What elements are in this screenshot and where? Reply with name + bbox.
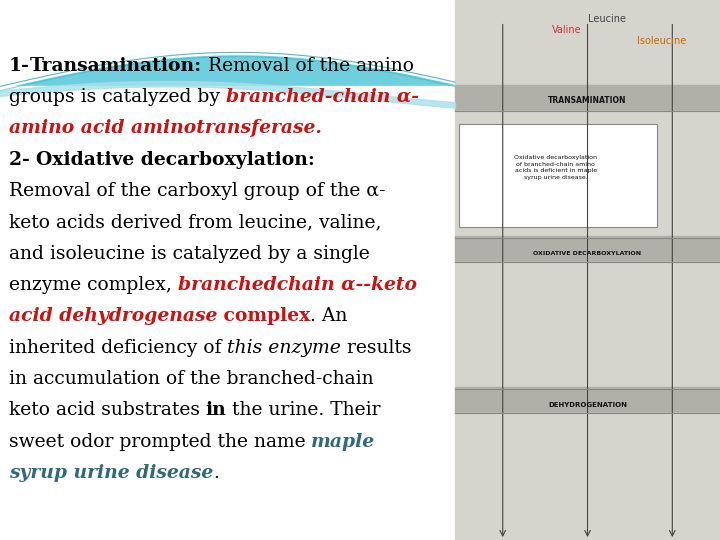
Bar <box>455 387 720 413</box>
Bar <box>455 0 720 86</box>
Bar <box>455 111 720 238</box>
Text: Leucine: Leucine <box>588 14 626 24</box>
Text: in: in <box>206 401 226 419</box>
Text: Isoleucine: Isoleucine <box>637 36 686 45</box>
Text: in accumulation of the branched-chain: in accumulation of the branched-chain <box>9 370 373 388</box>
Text: branched-chain α-: branched-chain α- <box>225 88 418 106</box>
Text: complex: complex <box>217 307 310 325</box>
Bar <box>455 413 720 540</box>
Text: . An: . An <box>310 307 348 325</box>
Text: sweet odor prompted the name: sweet odor prompted the name <box>9 433 311 450</box>
Bar <box>0 0 455 97</box>
Text: and isoleucine is catalyzed by a single: and isoleucine is catalyzed by a single <box>9 245 369 262</box>
Text: amino acid aminotransferase.: amino acid aminotransferase. <box>9 119 322 137</box>
Text: enzyme complex,: enzyme complex, <box>9 276 178 294</box>
Text: the urine. Their: the urine. Their <box>226 401 381 419</box>
Text: .: . <box>213 464 219 482</box>
Text: 1-: 1- <box>9 57 30 75</box>
Bar <box>455 236 720 262</box>
FancyBboxPatch shape <box>459 124 657 227</box>
Bar <box>455 85 720 111</box>
Text: Valine: Valine <box>552 25 581 35</box>
Text: inherited deficiency of: inherited deficiency of <box>9 339 227 356</box>
Text: TRANSAMINATION: TRANSAMINATION <box>548 97 627 105</box>
Text: Removal of the amino: Removal of the amino <box>202 57 413 75</box>
Text: branchedchain α--keto: branchedchain α--keto <box>178 276 416 294</box>
Text: maple: maple <box>311 433 375 450</box>
Text: groups is catalyzed by: groups is catalyzed by <box>9 88 225 106</box>
Text: keto acids derived from leucine, valine,: keto acids derived from leucine, valine, <box>9 213 381 231</box>
Bar <box>455 262 720 389</box>
Text: 2-: 2- <box>9 151 36 168</box>
Bar <box>455 0 720 540</box>
Text: this enzyme: this enzyme <box>227 339 341 356</box>
Text: results: results <box>341 339 412 356</box>
Text: Removal of the carboxyl group of the α-: Removal of the carboxyl group of the α- <box>9 182 385 200</box>
Text: OXIDATIVE DECARBOXYLATION: OXIDATIVE DECARBOXYLATION <box>534 251 642 256</box>
Text: Transamination:: Transamination: <box>30 57 202 75</box>
Bar <box>0 86 455 540</box>
Text: keto acid substrates: keto acid substrates <box>9 401 206 419</box>
Text: Oxidative decarboxylation:: Oxidative decarboxylation: <box>36 151 315 168</box>
Text: syrup urine disease: syrup urine disease <box>9 464 213 482</box>
Text: Oxidative decarboxylation
of branched-chain amino
acids is deficient in maple
sy: Oxidative decarboxylation of branched-ch… <box>514 155 597 180</box>
Text: acid dehydrogenase: acid dehydrogenase <box>9 307 217 325</box>
Text: DEHYDROGENATION: DEHYDROGENATION <box>548 402 627 408</box>
